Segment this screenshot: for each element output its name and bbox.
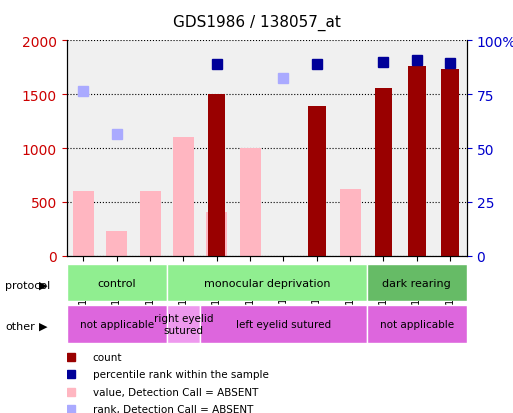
FancyBboxPatch shape <box>67 306 167 343</box>
Text: count: count <box>93 352 123 362</box>
Bar <box>408 67 426 256</box>
FancyBboxPatch shape <box>167 306 200 343</box>
FancyBboxPatch shape <box>367 264 467 301</box>
Text: monocular deprivation: monocular deprivation <box>204 278 330 288</box>
Bar <box>208 95 226 256</box>
Bar <box>173 138 194 256</box>
Text: value, Detection Call = ABSENT: value, Detection Call = ABSENT <box>93 387 258 397</box>
Bar <box>340 190 361 256</box>
Text: protocol: protocol <box>5 280 50 290</box>
Text: not applicable: not applicable <box>380 319 454 329</box>
Text: rank, Detection Call = ABSENT: rank, Detection Call = ABSENT <box>93 404 253 413</box>
Bar <box>441 70 459 256</box>
FancyBboxPatch shape <box>67 264 167 301</box>
Bar <box>106 231 127 256</box>
Text: percentile rank within the sample: percentile rank within the sample <box>93 370 269 380</box>
Text: right eyelid
sutured: right eyelid sutured <box>154 313 213 335</box>
Bar <box>308 107 326 256</box>
FancyBboxPatch shape <box>200 306 367 343</box>
FancyBboxPatch shape <box>367 306 467 343</box>
Bar <box>73 192 94 256</box>
Text: ▶: ▶ <box>40 280 48 290</box>
Text: control: control <box>97 278 136 288</box>
Text: dark rearing: dark rearing <box>382 278 451 288</box>
Text: left eyelid sutured: left eyelid sutured <box>236 319 331 329</box>
Text: other: other <box>5 321 35 331</box>
Bar <box>206 212 227 256</box>
Bar <box>374 88 392 256</box>
Text: ▶: ▶ <box>40 321 48 331</box>
Bar <box>240 149 261 256</box>
Bar <box>140 192 161 256</box>
Text: not applicable: not applicable <box>80 319 154 329</box>
Text: GDS1986 / 138057_at: GDS1986 / 138057_at <box>172 14 341 31</box>
FancyBboxPatch shape <box>167 264 367 301</box>
